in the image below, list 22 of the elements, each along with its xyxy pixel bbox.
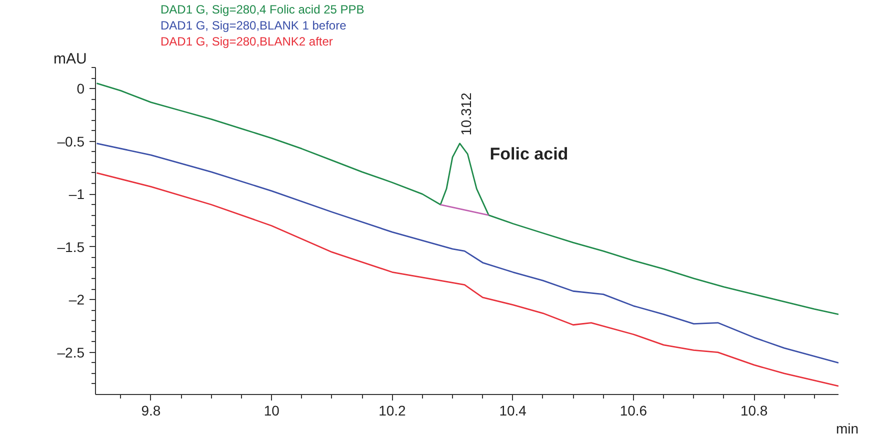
y-tick-label: –1 xyxy=(68,186,85,202)
y-axis-title: mAU xyxy=(54,50,87,68)
x-tick-label: 10.8 xyxy=(740,402,768,418)
annotation: 10.312 xyxy=(458,92,474,136)
line-series xyxy=(96,172,838,387)
text: DAD1 G, Sig=280,BLANK 1 before xyxy=(160,18,347,32)
y-tick-label: –0.5 xyxy=(57,133,85,150)
y-tick-label: –2 xyxy=(68,292,85,308)
line-series xyxy=(96,82,838,316)
y-tick-label: –2.5 xyxy=(57,344,85,360)
x-tick-label: 10.2 xyxy=(378,402,406,418)
x-tick-label: 10.4 xyxy=(499,402,527,418)
text: DAD1 G, Sig=280,4 Folic acid 25 PPB xyxy=(160,2,364,16)
x-tick-label: 10.6 xyxy=(620,402,648,418)
y-tick-label: –1.5 xyxy=(57,238,85,255)
annotation: Folic acid xyxy=(490,144,568,164)
x-tick-label: 10 xyxy=(264,402,280,418)
x-axis-title: min xyxy=(836,420,859,436)
line-series xyxy=(96,142,838,364)
text: DAD1 G, Sig=280,BLANK2 after xyxy=(160,34,333,48)
x-tick-label: 9.8 xyxy=(141,402,161,418)
y-tick-label: 0 xyxy=(76,80,85,97)
